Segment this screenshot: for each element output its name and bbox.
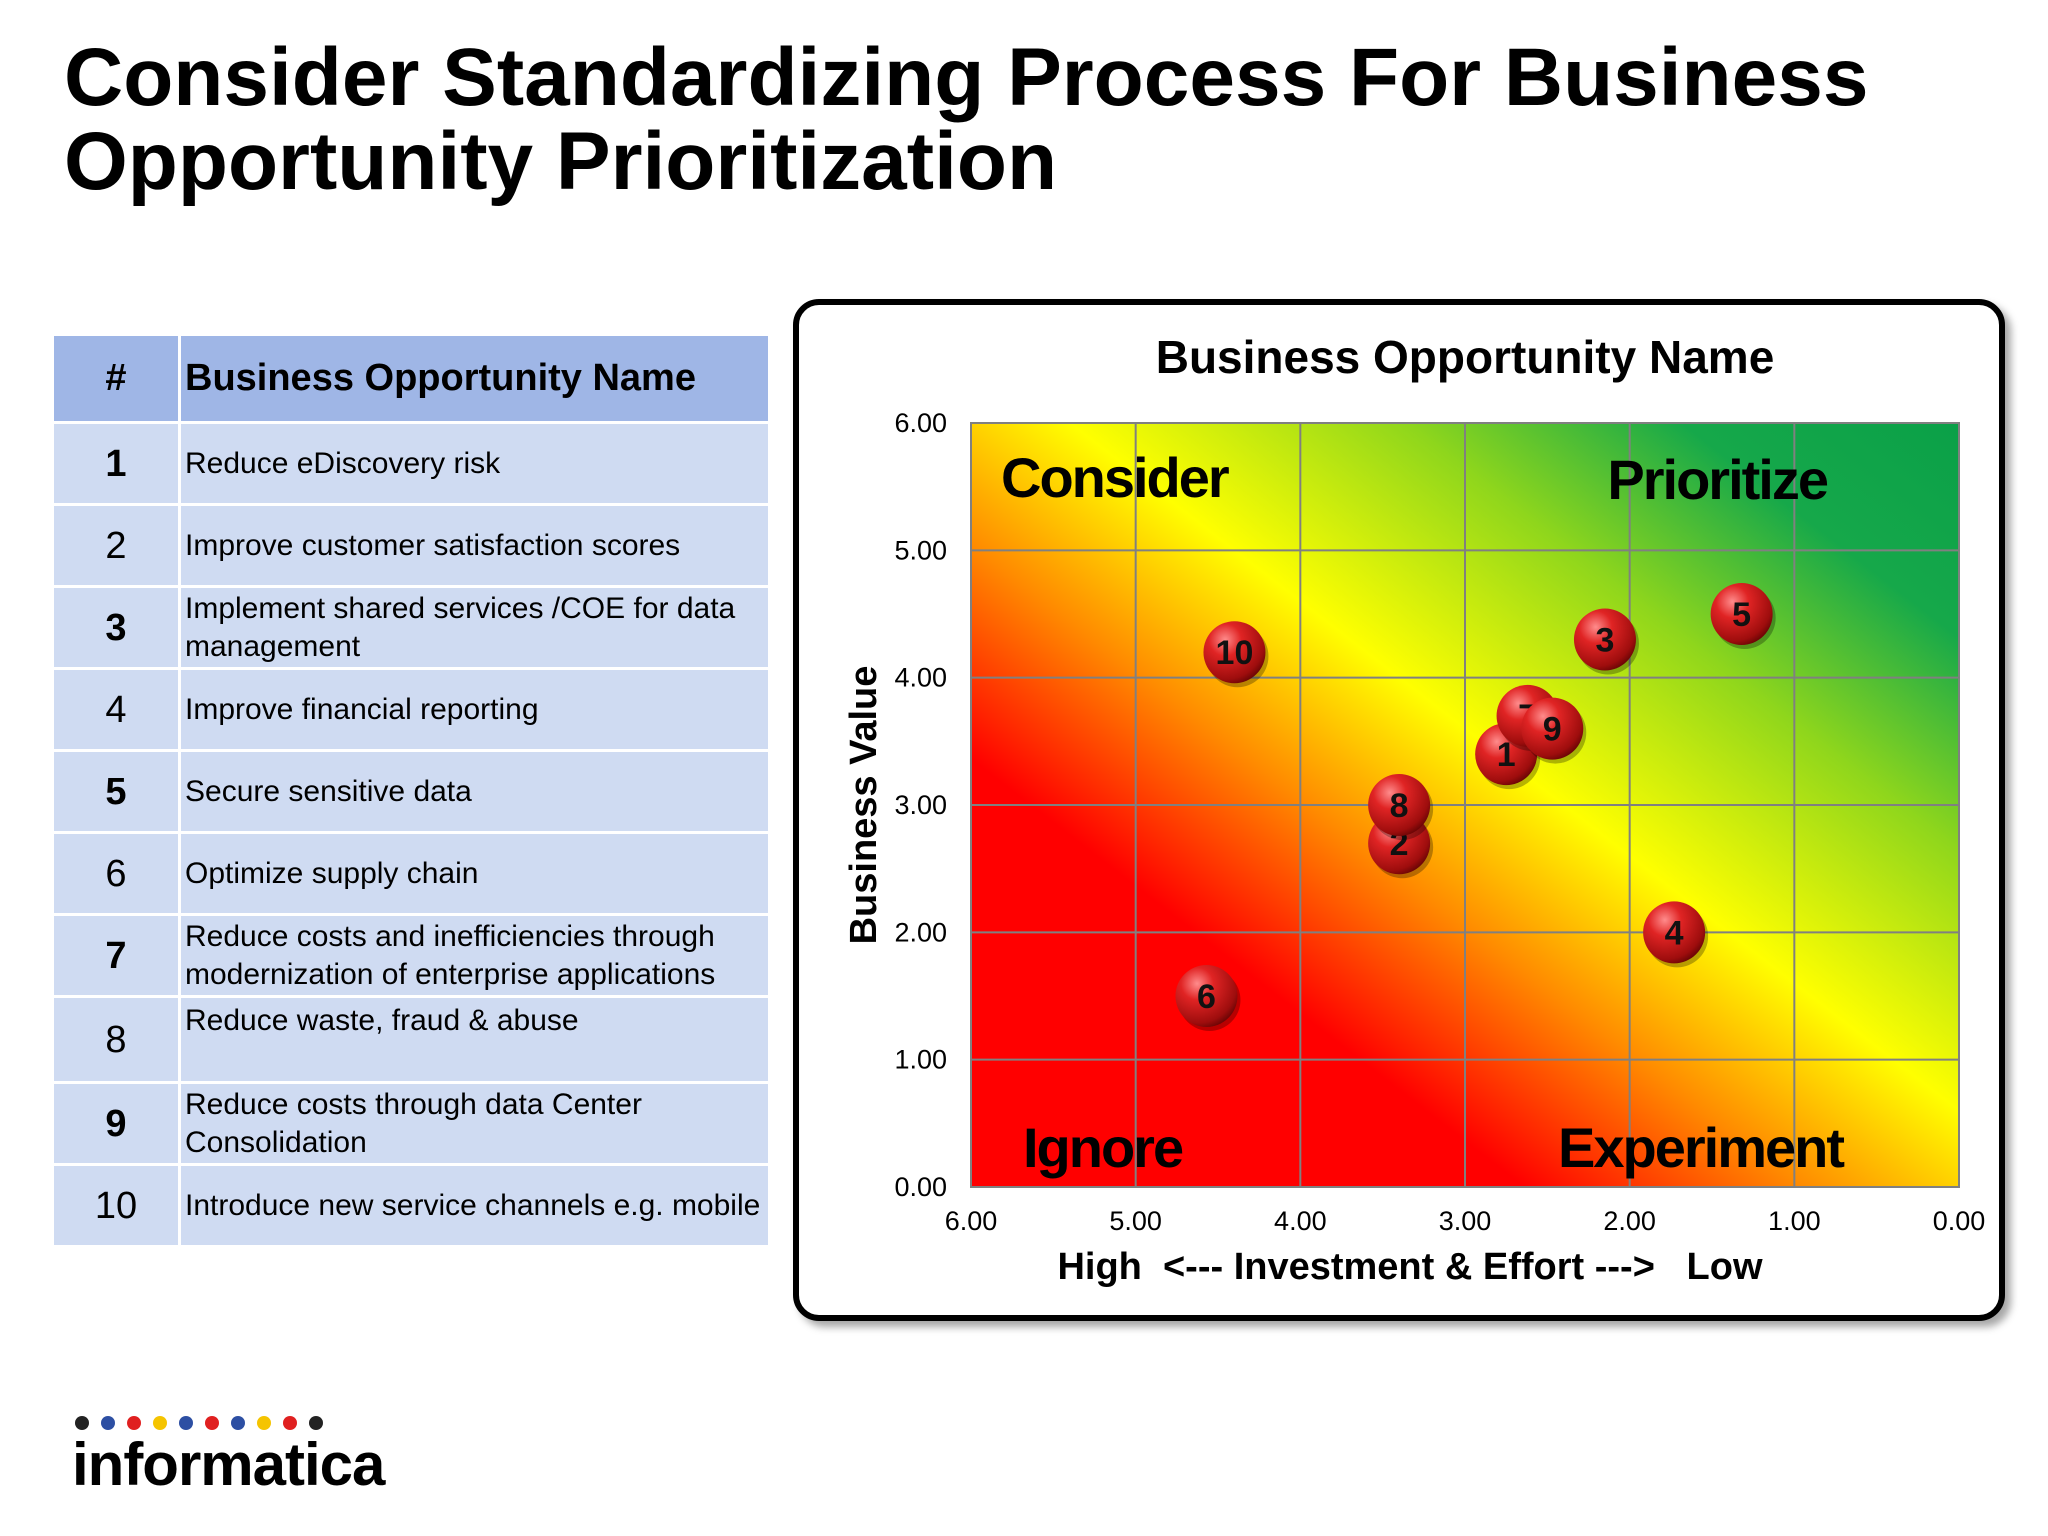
row-number: 8 [54, 998, 178, 1081]
table-row: 3 Implement shared services /COE for data… [54, 588, 768, 667]
data-label-6: 6 [1197, 978, 1216, 1016]
x-tick-label: 0.00 [1933, 1206, 1986, 1236]
x-tick-label: 3.00 [1439, 1206, 1492, 1236]
row-number: 3 [54, 588, 178, 667]
row-number: 2 [54, 506, 178, 585]
informatica-logo: informatica [72, 1416, 402, 1516]
row-opportunity-name: Reduce eDiscovery risk [181, 424, 768, 503]
data-label-10: 10 [1216, 634, 1254, 672]
table-row: 9 Reduce costs through data Center Consol… [54, 1084, 768, 1163]
data-label-8: 8 [1390, 787, 1409, 825]
data-point-8 [1368, 774, 1431, 836]
row-opportunity-name: Optimize supply chain [181, 834, 768, 913]
table-row: 2 Improve customer satisfaction scores [54, 506, 768, 585]
y-tick-label: 3.00 [894, 790, 947, 820]
x-tick-label: 4.00 [1274, 1206, 1327, 1236]
y-tick-label: 6.00 [894, 408, 947, 438]
x-tick-label: 6.00 [945, 1206, 998, 1236]
data-label-5: 5 [1732, 596, 1751, 634]
data-point-4 [1643, 901, 1706, 964]
logo-dot [127, 1416, 141, 1430]
scatter-chart: Business Opportunity Name 0.00 1.00 2.00 3.0… [843, 331, 1986, 1288]
data-point-6 [1175, 965, 1238, 1027]
data-label-9: 9 [1543, 711, 1562, 749]
data-point-3 [1573, 608, 1636, 671]
row-number: 1 [54, 424, 178, 503]
logo-dots [75, 1416, 402, 1430]
quadrant-label-ignore: Ignore [1023, 1116, 1183, 1179]
table-header-row: # Business Opportunity Name [54, 336, 768, 421]
logo-dot [205, 1416, 219, 1430]
table-row: 7 Reduce costs and inefficiencies through… [54, 916, 768, 995]
row-opportunity-name: Improve financial reporting [181, 670, 768, 749]
logo-dot [101, 1416, 115, 1430]
chart-panel: Business Opportunity Name 0.00 1.00 2.00 3.0… [793, 299, 2005, 1321]
table-row: 8 Reduce waste, fraud & abuse [54, 998, 768, 1081]
row-number: 5 [54, 752, 178, 831]
y-tick-label: 1.00 [894, 1045, 947, 1075]
table-row: 5 Secure sensitive data [54, 752, 768, 831]
logo-dot [179, 1416, 193, 1430]
data-label-3: 3 [1596, 621, 1615, 659]
row-number: 9 [54, 1084, 178, 1163]
opportunity-table: # Business Opportunity Name 1 Reduce eDis… [51, 333, 771, 1248]
row-opportunity-name: Reduce costs through data Center Consoli… [181, 1084, 768, 1163]
logo-dot [257, 1416, 271, 1430]
data-label-1: 1 [1497, 736, 1516, 774]
row-opportunity-name: Secure sensitive data [181, 752, 768, 831]
logo-dot [283, 1416, 297, 1430]
table-row: 10 Introduce new service channels e.g. mo… [54, 1166, 768, 1245]
quadrant-label-prioritize: Prioritize [1607, 448, 1827, 511]
logo-dot [75, 1416, 89, 1430]
table-row: 1 Reduce eDiscovery risk [54, 424, 768, 503]
plot-border [970, 422, 1960, 1188]
header-number: # [54, 336, 178, 421]
logo-dot [231, 1416, 245, 1430]
row-number: 7 [54, 916, 178, 995]
y-tick-label: 5.00 [894, 535, 947, 565]
header-name: Business Opportunity Name [181, 336, 768, 421]
quadrant-label-experiment: Experiment [1558, 1116, 1844, 1179]
x-tick-label: 2.00 [1603, 1206, 1656, 1236]
row-opportunity-name: Implement shared services /COE for data … [181, 588, 768, 667]
logo-dot [309, 1416, 323, 1430]
y-axis-label: Business Value [843, 666, 885, 945]
table-body: 1 Reduce eDiscovery risk 2 Improve customer… [54, 424, 768, 1245]
row-opportunity-name: Introduce new service channels e.g. mobi… [181, 1166, 768, 1245]
logo-dot [153, 1416, 167, 1430]
row-opportunity-name: Reduce costs and inefficiencies through … [181, 916, 768, 995]
chart-title: Business Opportunity Name [1156, 331, 1775, 383]
table-row: 4 Improve financial reporting [54, 670, 768, 749]
table-row: 6 Optimize supply chain [54, 834, 768, 913]
y-tick-label: 4.00 [894, 663, 947, 693]
x-tick-label: 5.00 [1109, 1206, 1162, 1236]
row-number: 6 [54, 834, 178, 913]
x-tick-label: 1.00 [1768, 1206, 1821, 1236]
x-axis-label: High <--- Investment & Effort ---> Low [1057, 1246, 1763, 1288]
data-point-5 [1710, 583, 1773, 645]
page-title: Consider Standardizing Process For Busin… [64, 32, 1869, 207]
data-point-9 [1521, 697, 1584, 760]
y-tick-label: 2.00 [894, 917, 947, 947]
y-tick-label: 0.00 [894, 1172, 947, 1202]
data-point-10 [1203, 621, 1266, 684]
row-opportunity-name: Improve customer satisfaction scores [181, 506, 768, 585]
row-number: 10 [54, 1166, 178, 1245]
logo-wordmark: informatica [72, 1431, 385, 1498]
data-label-4: 4 [1665, 914, 1684, 952]
row-opportunity-name: Reduce waste, fraud & abuse [181, 998, 768, 1081]
row-number: 4 [54, 670, 178, 749]
quadrant-label-consider: Consider [1001, 446, 1229, 509]
